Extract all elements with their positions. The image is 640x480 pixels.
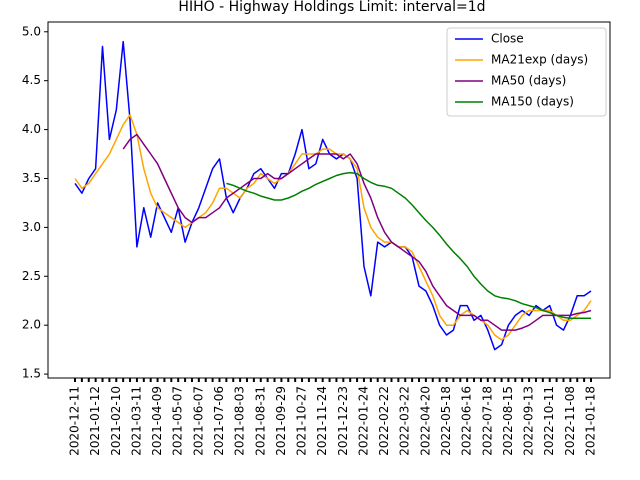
y-tick-label: 3.5 [22, 171, 41, 185]
x-tick-label: 2022-06-16 [460, 386, 474, 456]
x-tick-label: 2021-03-11 [129, 386, 143, 456]
x-tick-label: 2021-07-06 [212, 386, 226, 456]
x-tick-label: 2022-08-15 [501, 386, 515, 456]
x-tick-label: 2020-12-11 [68, 386, 82, 456]
y-tick-label: 2.0 [22, 318, 41, 332]
y-tick-label: 2.5 [22, 269, 41, 283]
x-tick-label: 2022-07-18 [480, 386, 494, 456]
x-tick-label: 2021-01-18 [584, 386, 598, 456]
y-tick-label: 4.0 [22, 122, 41, 136]
plot-frame [47, 21, 611, 379]
y-tick-label: 5.0 [22, 24, 41, 38]
x-tick-label: 2021-11-24 [315, 386, 329, 456]
x-tick-label: 2022-10-11 [542, 386, 556, 456]
x-tick-label: 2022-11-08 [563, 386, 577, 456]
y-tick-label: 4.5 [22, 73, 41, 87]
chart-title: HIHO - Highway Holdings Limit: interval=… [178, 0, 485, 15]
x-tick-label: 2021-05-07 [171, 386, 185, 456]
x-tick-label: 2022-04-20 [418, 386, 432, 456]
y-tick-label: 3.0 [22, 220, 41, 234]
y-tick-label: 1.5 [22, 367, 41, 381]
x-tick-label: 2021-08-03 [233, 386, 247, 456]
x-tick-label: 2021-09-29 [274, 386, 288, 456]
x-tick-label: 2021-02-10 [109, 386, 123, 456]
x-tick-label: 2022-09-13 [522, 386, 536, 456]
x-tick-label: 2022-02-22 [377, 386, 391, 456]
x-tick-label: 2021-08-31 [253, 386, 267, 456]
x-tick-label: 2022-01-24 [356, 386, 370, 456]
x-tick-label: 2022-03-22 [398, 386, 412, 456]
series-line [74, 114, 592, 341]
series-line [122, 133, 592, 331]
legend-label: MA150 (days) [491, 95, 574, 109]
legend-box [446, 27, 607, 117]
legend-label: Close [491, 32, 524, 46]
legend-label: MA50 (days) [491, 74, 566, 88]
legend-label: MA21exp (days) [491, 53, 588, 67]
x-tick-label: 2021-04-09 [150, 386, 164, 456]
x-tick-label: 2021-01-12 [88, 386, 102, 456]
x-tick-label: 2021-12-23 [336, 386, 350, 456]
x-tick-label: 2021-10-27 [295, 386, 309, 456]
series-line [226, 171, 591, 320]
x-tick-label: 2021-06-07 [191, 386, 205, 456]
x-tick-label: 2022-05-18 [439, 386, 453, 456]
